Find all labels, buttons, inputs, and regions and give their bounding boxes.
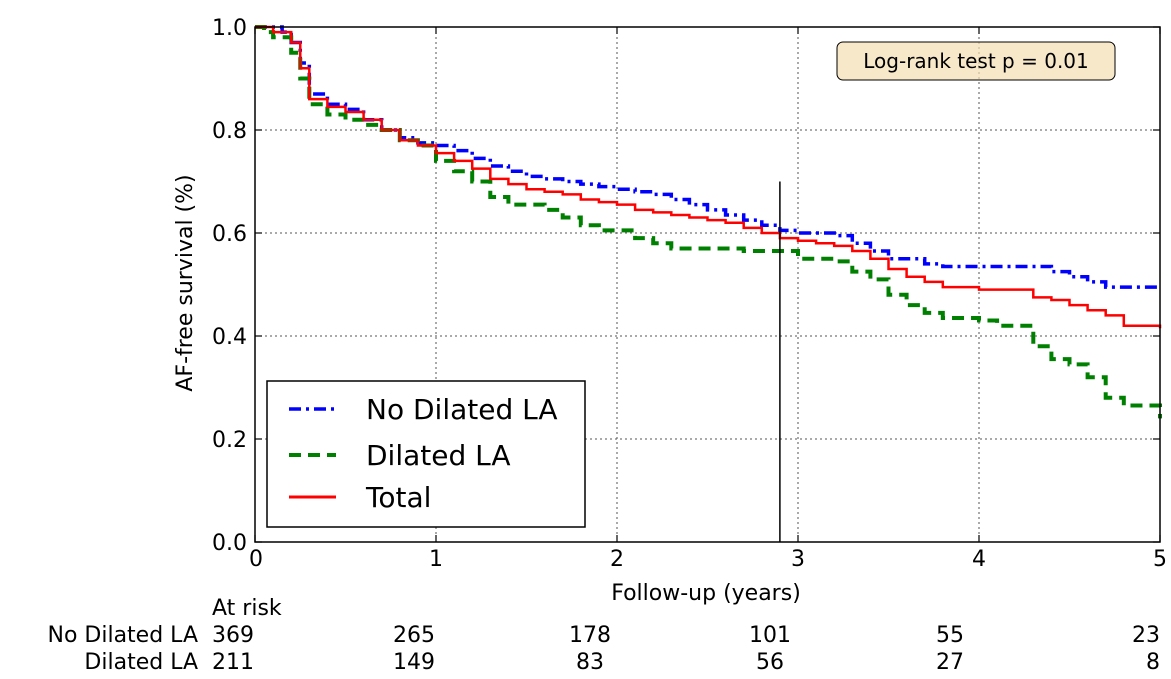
y-tick-label: 0.2 — [212, 428, 247, 453]
at-risk-value: 211 — [212, 650, 254, 675]
y-axis-label: AF-free survival (%) — [173, 174, 198, 391]
at-risk-value: 8 — [1146, 650, 1160, 675]
x-axis-label: Follow-up (years) — [611, 581, 801, 606]
legend-label-dilated-la: Dilated LA — [366, 439, 511, 472]
series-layer — [255, 25, 1162, 419]
at-risk-row-label-1: Dilated LA — [84, 650, 198, 675]
legend-label-total: Total — [365, 481, 431, 514]
y-tick-label: 0.6 — [212, 222, 247, 247]
y-tick-label: 0.0 — [212, 531, 247, 556]
tick-marks — [254, 26, 1161, 543]
plot-frame — [254, 26, 1161, 543]
x-tick-label: 0 — [249, 547, 263, 572]
annotation-text: Log-rank test p = 0.01 — [863, 49, 1089, 73]
at-risk-value: 55 — [936, 623, 964, 648]
x-tick-labels: 0 1 2 3 4 5 — [249, 547, 1167, 572]
series-line-total — [255, 25, 1162, 329]
at-risk-value: 265 — [393, 623, 435, 648]
series-line-dilated-la — [255, 25, 1162, 419]
x-tick-label: 1 — [429, 547, 443, 572]
at-risk-values: 369 265 178 101 55 23 211 149 83 56 27 8 — [212, 623, 1160, 675]
at-risk-value: 83 — [576, 650, 604, 675]
at-risk-value: 178 — [569, 623, 611, 648]
x-tick-label: 3 — [791, 547, 805, 572]
at-risk-value: 101 — [749, 623, 791, 648]
annotation-box: Log-rank test p = 0.01 — [836, 41, 1116, 81]
y-tick-label: 0.4 — [212, 325, 247, 350]
series-line-no-dilated-la — [255, 25, 1160, 289]
at-risk-value: 56 — [756, 650, 784, 675]
y-tick-label: 1.0 — [212, 16, 247, 41]
at-risk-value: 149 — [393, 650, 435, 675]
at-risk-row-label-0: No Dilated LA — [48, 623, 199, 648]
y-tick-labels: 0.0 0.2 0.4 0.6 0.8 1.0 — [212, 16, 247, 556]
x-tick-label: 4 — [972, 547, 986, 572]
legend-label-no-dilated-la: No Dilated LA — [366, 393, 558, 426]
at-risk-value: 23 — [1132, 623, 1160, 648]
at-risk-table: At risk No Dilated LA Dilated LA 369 265 1… — [48, 596, 1161, 675]
x-tick-label: 5 — [1153, 547, 1167, 572]
x-tick-label: 2 — [610, 547, 624, 572]
y-tick-label: 0.8 — [212, 119, 247, 144]
at-risk-value: 27 — [936, 650, 964, 675]
at-risk-value: 369 — [212, 623, 254, 648]
at-risk-header: At risk — [212, 596, 282, 621]
legend: No Dilated LA Dilated LA Total — [266, 380, 586, 528]
